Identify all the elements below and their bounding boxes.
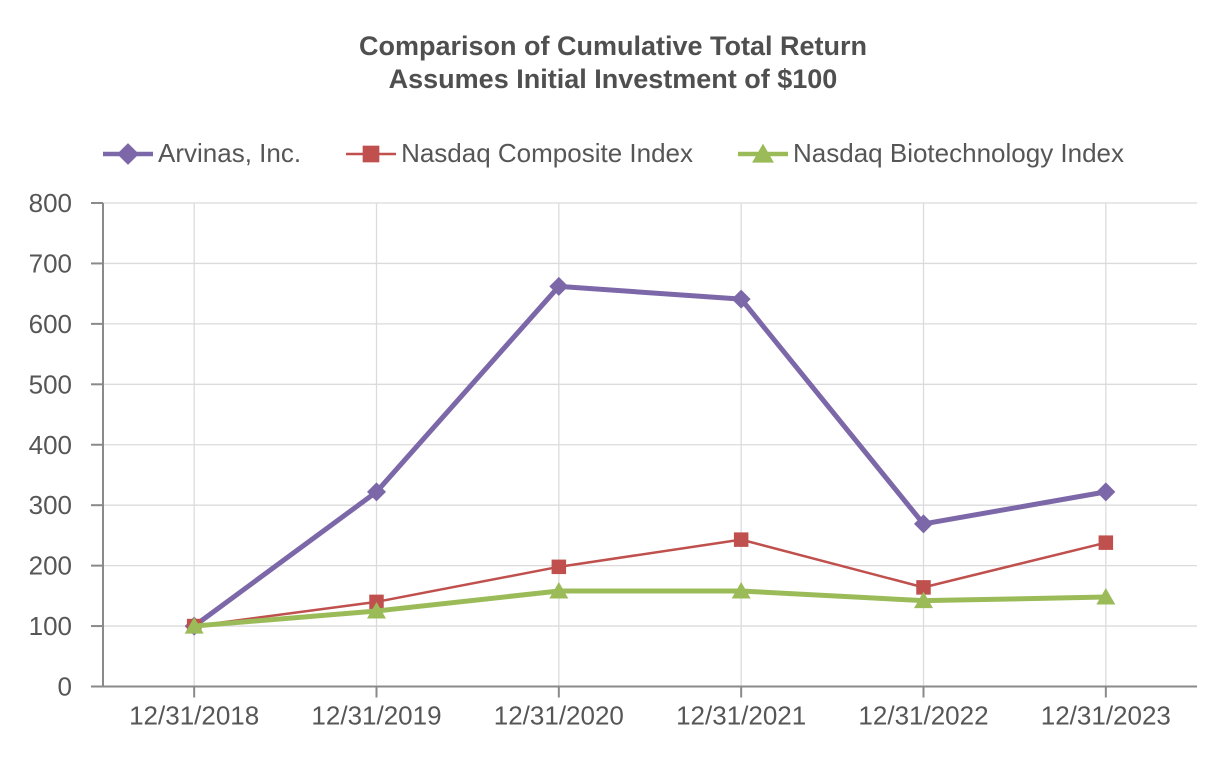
chart-title: Comparison of Cumulative Total Return [358, 31, 868, 61]
legend-label: Arvinas, Inc. [158, 138, 302, 168]
y-tick-label: 800 [29, 188, 72, 218]
axes: 0 100 200 300 400 500 600 700 800 12/31/2018 12/31… [29, 188, 1197, 731]
diamond-marker-icon [367, 482, 386, 502]
diamond-legend-icon [103, 142, 153, 165]
triangle-marker-icon [731, 582, 751, 599]
y-tick-label: 100 [29, 611, 72, 641]
triangle-marker-icon [367, 601, 386, 619]
series-nasdaq-biotechnology-index [184, 582, 1116, 634]
series-line [192, 538, 1108, 628]
legend-item-3: Nasdaq Biotechnology Index [738, 138, 1124, 169]
y-tick-label: 400 [29, 430, 72, 460]
square-legend-icon [346, 145, 397, 162]
chart-subtitle: Assumes Initial Investment of $100 [388, 64, 838, 94]
triangle-marker-icon [752, 143, 774, 163]
triangle-marker-icon [914, 591, 933, 609]
x-tick-label: 12/31/2018 [129, 701, 259, 731]
diamond-marker-icon [549, 276, 569, 296]
x-tick-label: 12/31/2020 [494, 701, 624, 731]
legend-item-1: Arvinas, Inc. [103, 138, 301, 169]
legend: Arvinas, Inc. Nasdaq Composite Index Nasda… [103, 138, 1124, 169]
series-nasdaq-composite-index [186, 532, 1114, 634]
triangle-legend-icon [738, 143, 789, 163]
chart-title-block: Comparison of Cumulative Total Return As… [0, 30, 1226, 96]
series-arvinas-inc [184, 276, 1116, 636]
x-tick-label: 12/31/2022 [858, 701, 988, 731]
legend-label: Nasdaq Composite Index [401, 138, 694, 168]
y-tick-label: 300 [29, 490, 72, 520]
diamond-marker-icon [1096, 482, 1116, 502]
square-marker-icon [551, 559, 567, 575]
x-tick-label: 12/31/2019 [311, 701, 441, 731]
series-line [191, 588, 1109, 629]
square-marker-icon [362, 145, 380, 162]
legend-label: Nasdaq Biotechnology Index [793, 138, 1125, 168]
y-tick-label: 700 [29, 248, 72, 278]
diamond-marker-icon [914, 514, 933, 534]
triangle-marker-icon [549, 582, 569, 599]
x-tick-label: 12/31/2023 [1041, 701, 1171, 731]
y-tick-label: 200 [29, 551, 72, 581]
triangle-marker-icon [184, 617, 204, 634]
diamond-marker-icon [117, 142, 139, 165]
y-tick-label: 0 [58, 672, 72, 702]
y-tick-label: 500 [29, 369, 72, 399]
x-tick-label: 12/31/2021 [676, 701, 806, 731]
square-marker-icon [1098, 535, 1114, 550]
gridlines [103, 202, 1197, 687]
diamond-marker-icon [731, 289, 751, 309]
square-marker-icon [916, 580, 931, 595]
square-marker-icon [733, 532, 749, 547]
legend-item-2: Nasdaq Composite Index [346, 138, 693, 169]
y-tick-label: 600 [29, 309, 72, 339]
series-line [191, 283, 1109, 629]
triangle-marker-icon [1096, 588, 1116, 605]
square-marker-icon [369, 594, 384, 610]
